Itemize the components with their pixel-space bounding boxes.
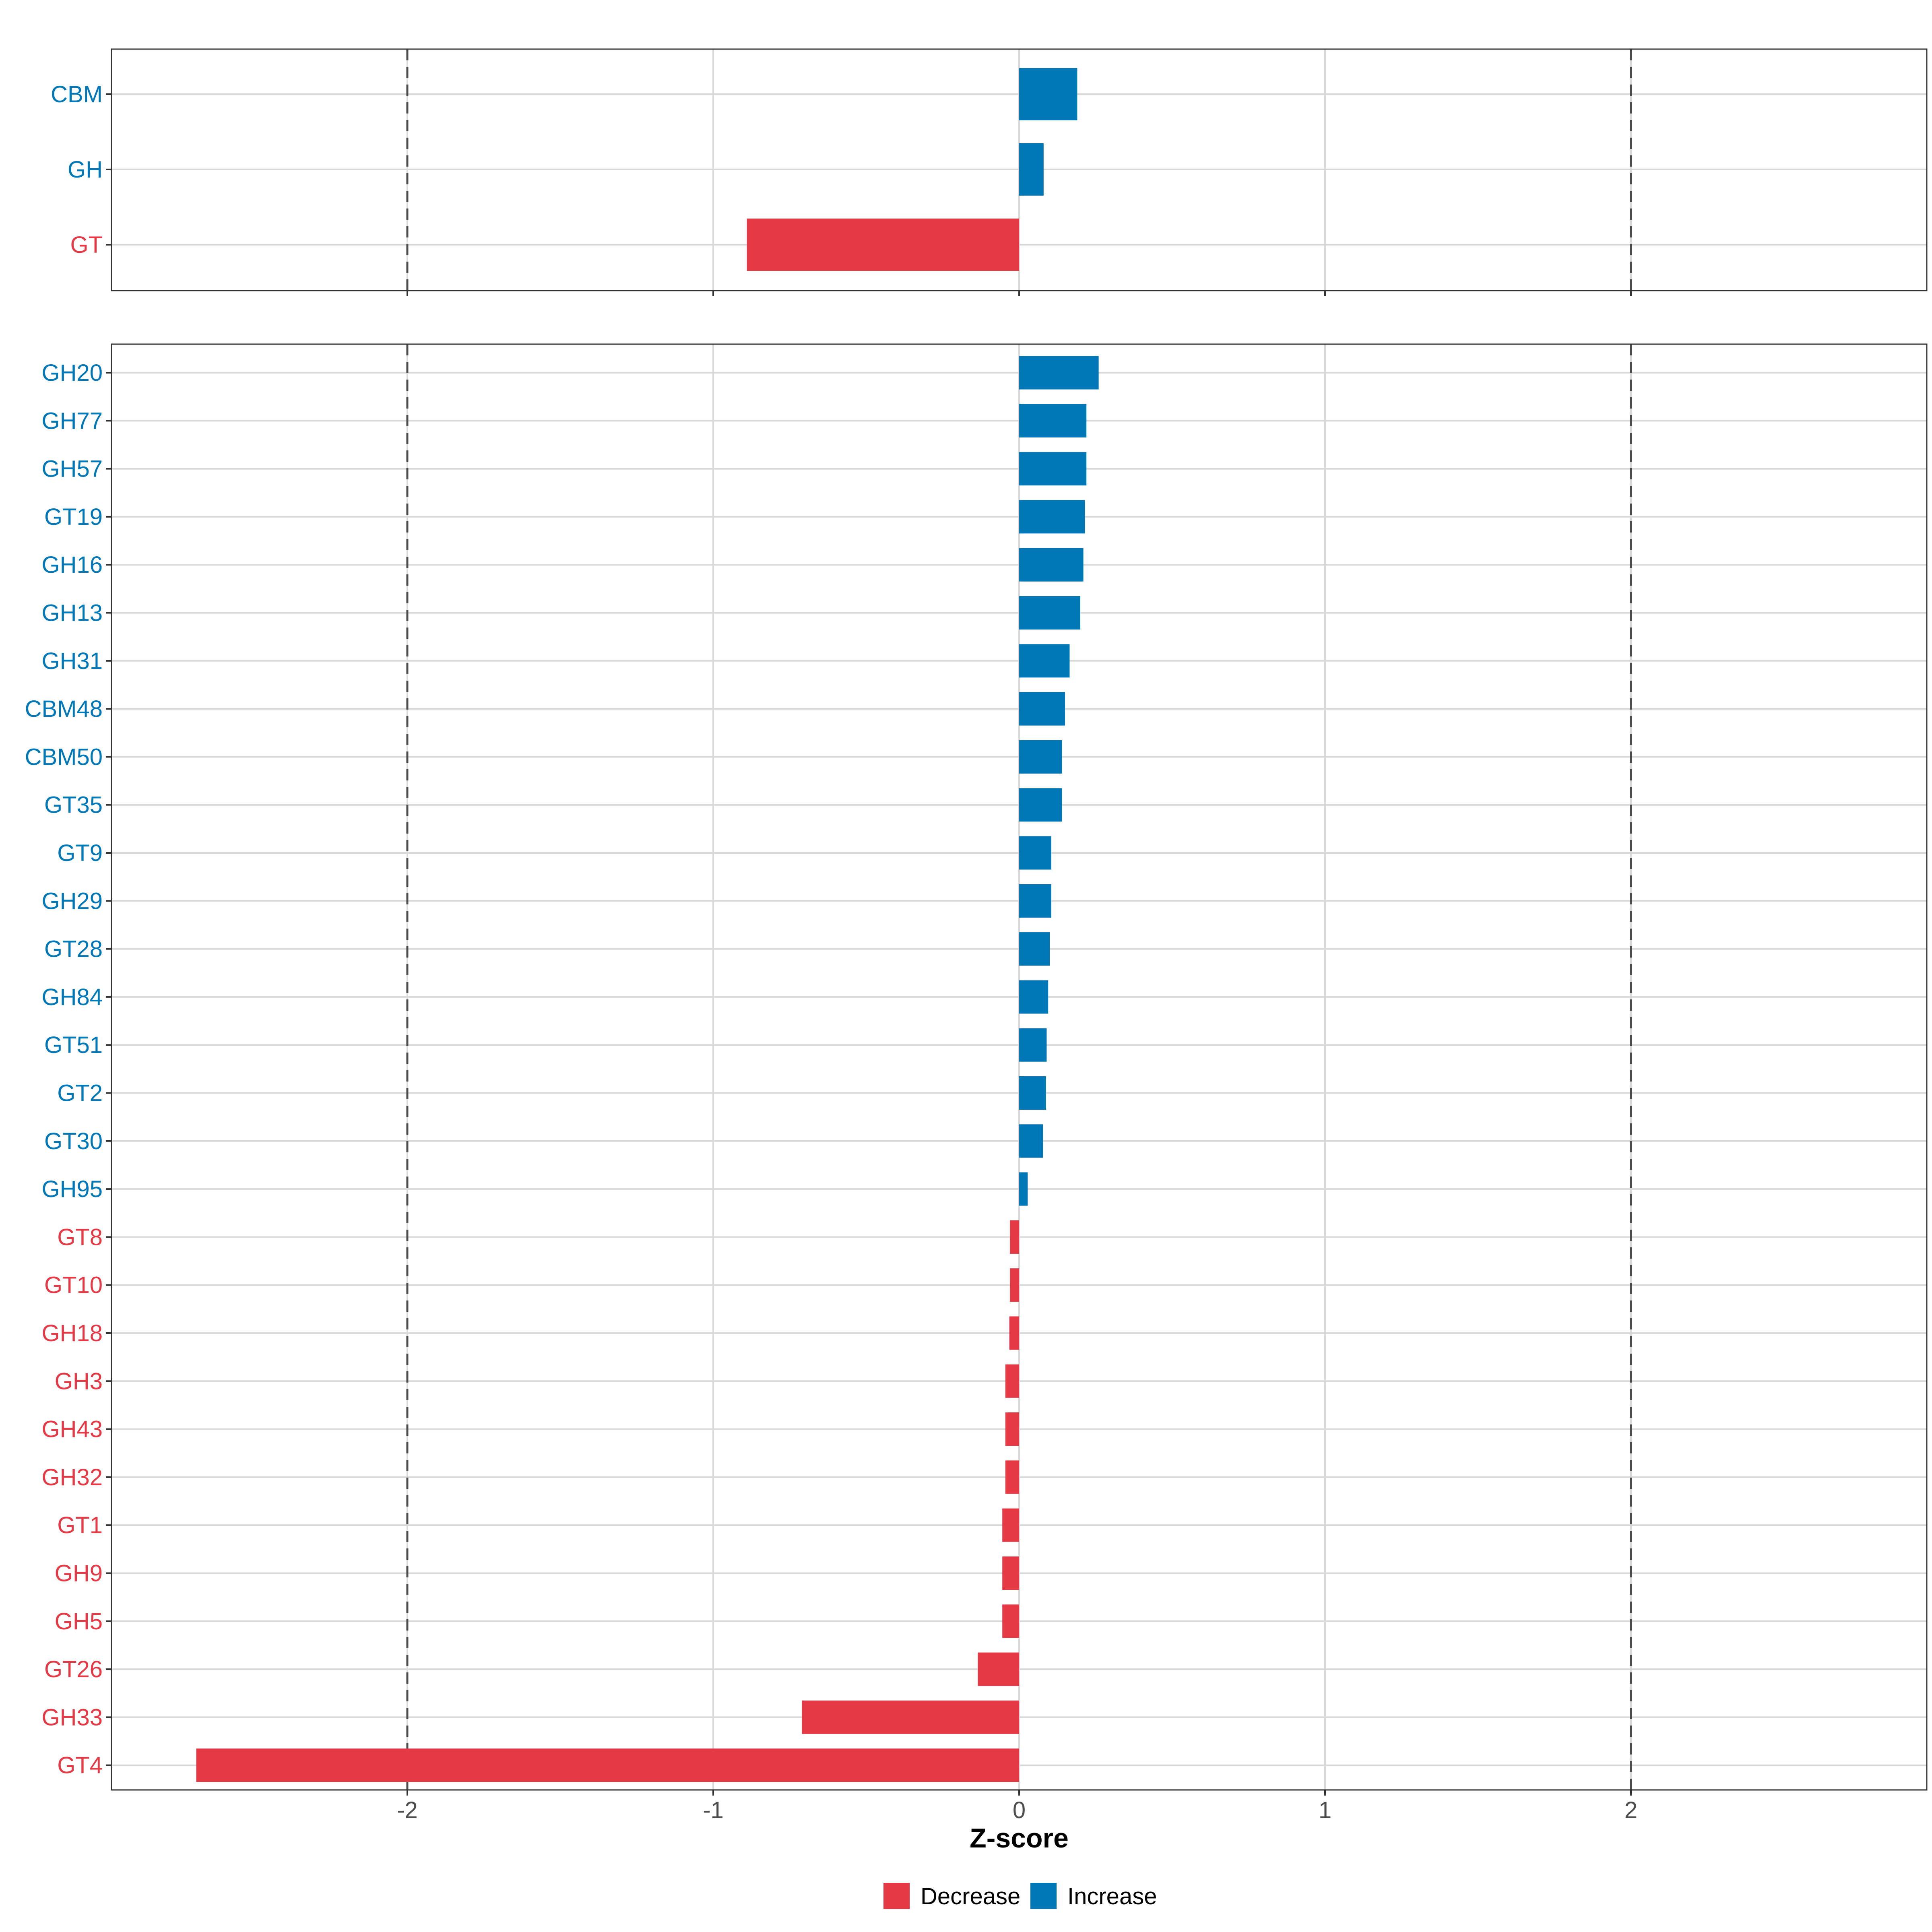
y-tick-label: GH77 <box>41 408 103 434</box>
legend-label-decrease: Decrease <box>921 1883 1020 1909</box>
y-tick-label: GT26 <box>44 1656 103 1682</box>
bar-GT2 <box>1019 1076 1046 1110</box>
legend-label-increase: Increase <box>1067 1883 1157 1909</box>
bar-GT <box>747 219 1019 271</box>
x-tick-label: -2 <box>397 1797 418 1823</box>
x-tick-label: 0 <box>1013 1797 1026 1823</box>
bar-GT1 <box>1002 1508 1019 1542</box>
y-tick-label: GT28 <box>44 936 103 962</box>
x-tick-label: -1 <box>703 1797 724 1823</box>
bar-CBM48 <box>1019 692 1065 726</box>
bar-GT26 <box>978 1652 1019 1686</box>
y-tick-label: GH32 <box>41 1464 103 1490</box>
bar-GH32 <box>1005 1460 1019 1494</box>
x-axis-title: Z-score <box>970 1823 1069 1854</box>
bar-GH95 <box>1019 1172 1028 1206</box>
bar-GH <box>1019 143 1044 196</box>
y-tick-label: GT30 <box>44 1128 103 1154</box>
y-tick-label: GT51 <box>44 1032 103 1058</box>
y-tick-label: GT9 <box>57 840 103 866</box>
y-tick-label: GH43 <box>41 1416 103 1443</box>
y-tick-label: GH16 <box>41 552 103 578</box>
bar-GH77 <box>1019 404 1087 438</box>
bar-GT8 <box>1010 1220 1019 1254</box>
bar-GH20 <box>1019 356 1099 390</box>
panel-family-level: GH20 GH77 GH57 GT19 GH16 GH13 GH31 CBM48 CBM50 GT… <box>25 343 1928 1796</box>
legend: Decrease Increase <box>883 1883 1157 1909</box>
panel-class-level: CBM GH GT <box>51 48 1928 296</box>
bar-GT19 <box>1019 500 1085 534</box>
bar-GH33 <box>802 1700 1019 1734</box>
y-tick-label: CBM50 <box>25 744 103 770</box>
x-tick-label: 2 <box>1624 1797 1637 1823</box>
bar-GT51 <box>1019 1028 1047 1062</box>
y-tick-label: GH31 <box>41 648 103 674</box>
y-tick-label: GH84 <box>41 984 103 1010</box>
y-tick-label: GH5 <box>55 1608 103 1635</box>
bar-GH57 <box>1019 452 1087 486</box>
x-axis: -2 -1 0 1 2 <box>397 1797 1637 1823</box>
y-tick-label: GT8 <box>57 1224 103 1250</box>
bar-GT28 <box>1019 932 1050 966</box>
y-tick-label: GH57 <box>41 456 103 482</box>
y-tick-label: GT4 <box>57 1752 103 1779</box>
bar-GH13 <box>1019 596 1080 630</box>
y-tick-label: CBM48 <box>25 696 103 722</box>
y-tick-label: GH95 <box>41 1176 103 1202</box>
y-tick-label: GT19 <box>44 504 103 530</box>
y-tick-label: CBM <box>51 81 103 107</box>
bar-GH18 <box>1009 1316 1019 1350</box>
y-tick-label: GH13 <box>41 600 103 626</box>
bar-GH3 <box>1005 1364 1019 1398</box>
legend-key-increase <box>1030 1883 1057 1909</box>
y-tick-label: GT2 <box>57 1080 103 1106</box>
y-tick-label: GH33 <box>41 1704 103 1730</box>
bar-GH31 <box>1019 644 1070 678</box>
bar-GH29 <box>1019 884 1051 918</box>
bar-GT30 <box>1019 1124 1043 1158</box>
y-tick-label: GH18 <box>41 1320 103 1346</box>
bar-GH16 <box>1019 548 1084 582</box>
y-tick-label: GT <box>70 232 103 258</box>
y-tick-label: GH9 <box>55 1560 103 1587</box>
bar-GT4 <box>196 1748 1020 1782</box>
bar-GT9 <box>1019 836 1051 870</box>
y-tick-label: GH <box>68 157 103 183</box>
y-tick-label: GH3 <box>55 1368 103 1394</box>
y-tick-label: GH29 <box>41 888 103 914</box>
bar-CBM50 <box>1019 740 1062 774</box>
legend-key-decrease <box>883 1883 910 1909</box>
bar-GH5 <box>1002 1604 1019 1638</box>
bar-GT10 <box>1010 1268 1019 1302</box>
bar-GH84 <box>1019 980 1049 1014</box>
y-tick-label: GH20 <box>41 360 103 386</box>
y-tick-label: GT10 <box>44 1272 103 1298</box>
bar-GH9 <box>1002 1556 1019 1590</box>
bar-GH43 <box>1005 1412 1019 1446</box>
x-tick-label: 1 <box>1319 1797 1331 1823</box>
bar-CBM <box>1019 68 1077 120</box>
y-tick-label: GT1 <box>57 1512 103 1538</box>
bar-GT35 <box>1019 788 1062 822</box>
y-tick-label: GT35 <box>44 792 103 818</box>
